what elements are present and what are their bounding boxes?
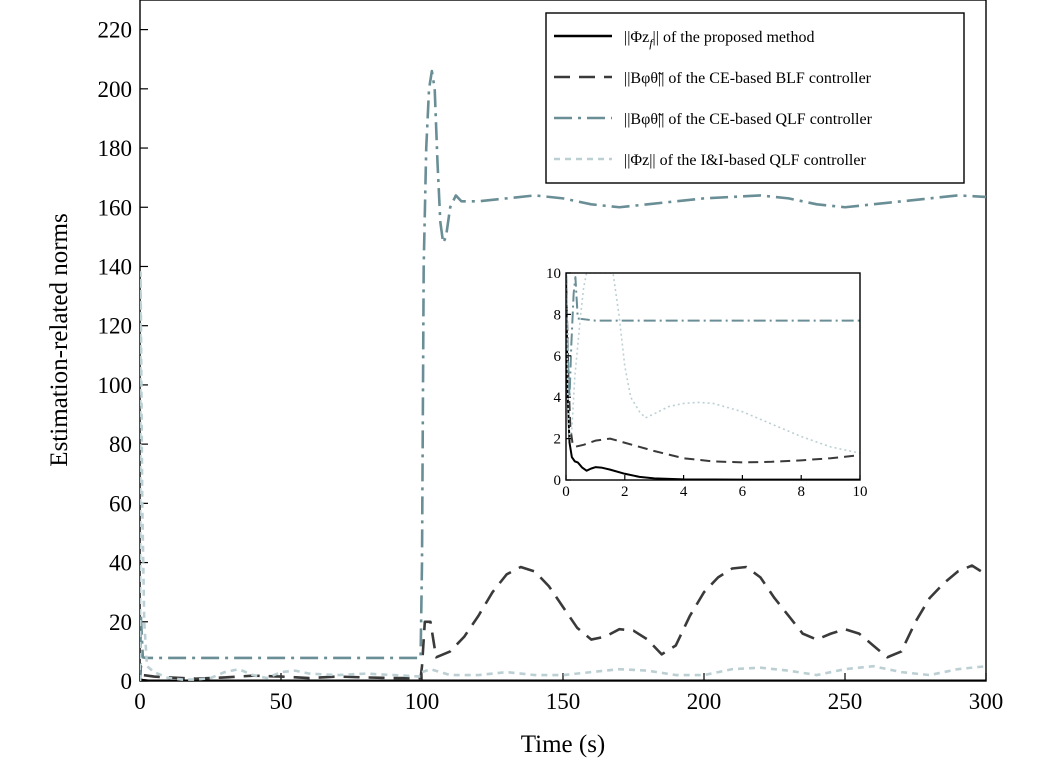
legend-label-main: ||Φz <box>624 29 649 46</box>
legend-label-subscript: f <box>649 36 654 50</box>
series-line-2 <box>140 564 986 681</box>
x-tick-label: 300 <box>969 689 1004 714</box>
legend-box <box>545 12 965 184</box>
inset-plot: 0 2 4 6 8 10 0 2 4 6 8 10 <box>546 266 868 500</box>
legend-label-main: ||Bφθ̃ <box>624 111 664 128</box>
inset-y-tick-label: 8 <box>554 307 562 323</box>
x-tick-label: 100 <box>405 689 440 714</box>
y-tick-label: 200 <box>98 77 133 102</box>
legend-label-main: ||Φz <box>624 152 649 169</box>
inset-y-tick-label: 0 <box>554 473 562 489</box>
inset-y-tick-label: 6 <box>554 349 562 365</box>
y-tick-label: 80 <box>109 432 132 457</box>
y-tick-label: 140 <box>98 254 133 279</box>
inset-plot-frame <box>565 272 861 481</box>
legend: ||Φzf|| of the proposed method||Bφθ̃|| o… <box>545 12 965 184</box>
inset-x-tick-label: 6 <box>739 484 747 500</box>
inset-x-tick-label: 4 <box>680 484 688 500</box>
x-tick-label: 150 <box>546 689 581 714</box>
series-line-3 <box>140 69 986 681</box>
legend-label-3: ||Bφθ̃|| of the CE-based QLF controller <box>624 111 873 128</box>
y-tick-label: 160 <box>98 195 133 220</box>
y-tick-label: 60 <box>109 491 132 516</box>
inset-series-line-4 <box>566 273 860 454</box>
legend-label-1: ||Φzf|| of the proposed method <box>624 29 814 50</box>
y-tick-label: 220 <box>98 18 133 43</box>
inset-y-axis: 0 2 4 6 8 10 <box>546 266 571 489</box>
inset-y-tick-label: 10 <box>546 266 561 282</box>
inset-x-tick-label: 0 <box>562 484 570 500</box>
legend-label-tail: || of the CE-based BLF controller <box>658 70 872 87</box>
series-line-4 <box>140 271 986 681</box>
y-tick-label: 20 <box>109 610 132 635</box>
main-series-group <box>140 69 986 681</box>
x-tick-label: 0 <box>134 689 146 714</box>
legend-label-tail: || of the CE-based QLF controller <box>658 111 873 128</box>
y-tick-label: 180 <box>98 136 133 161</box>
y-axis-label: Estimation-related norms <box>46 213 73 466</box>
y-tick-label: 40 <box>109 551 132 576</box>
legend-label-4: ||Φz|| of the I&I-based QLF controller <box>624 152 866 169</box>
y-tick-label: 0 <box>121 669 133 694</box>
inset-series-line-3 <box>566 273 860 399</box>
x-tick-label: 250 <box>828 689 863 714</box>
inset-x-axis: 0 2 4 6 8 10 <box>562 475 868 500</box>
inset-x-tick-label: 8 <box>797 484 805 500</box>
x-axis-label: Time (s) <box>521 731 606 758</box>
legend-label-tail: || of the proposed method <box>653 29 815 46</box>
inset-series-line-2 <box>566 273 860 464</box>
x-tick-label: 200 <box>687 689 722 714</box>
series-line-1 <box>140 678 986 681</box>
x-tick-label: 50 <box>270 689 293 714</box>
y-tick-label: 120 <box>98 314 133 339</box>
inset-y-tick-label: 2 <box>554 432 562 448</box>
main-x-axis: 0 50 100 150 200 250 300 <box>134 673 1003 714</box>
inset-x-tick-label: 2 <box>621 484 629 500</box>
legend-label-main: ||Bφθ̃ <box>624 70 664 87</box>
inset-y-tick-label: 4 <box>554 390 562 406</box>
legend-label-tail: || of the I&I-based QLF controller <box>649 152 866 169</box>
inset-x-tick-label: 10 <box>853 484 868 500</box>
inset-background <box>566 273 860 480</box>
legend-label-2: ||Bφθ̃|| of the CE-based BLF controller <box>624 70 872 87</box>
y-tick-label: 100 <box>98 373 133 398</box>
main-y-axis: 0 20 40 60 80 100 120 140 160 180 200 220 <box>98 18 148 694</box>
